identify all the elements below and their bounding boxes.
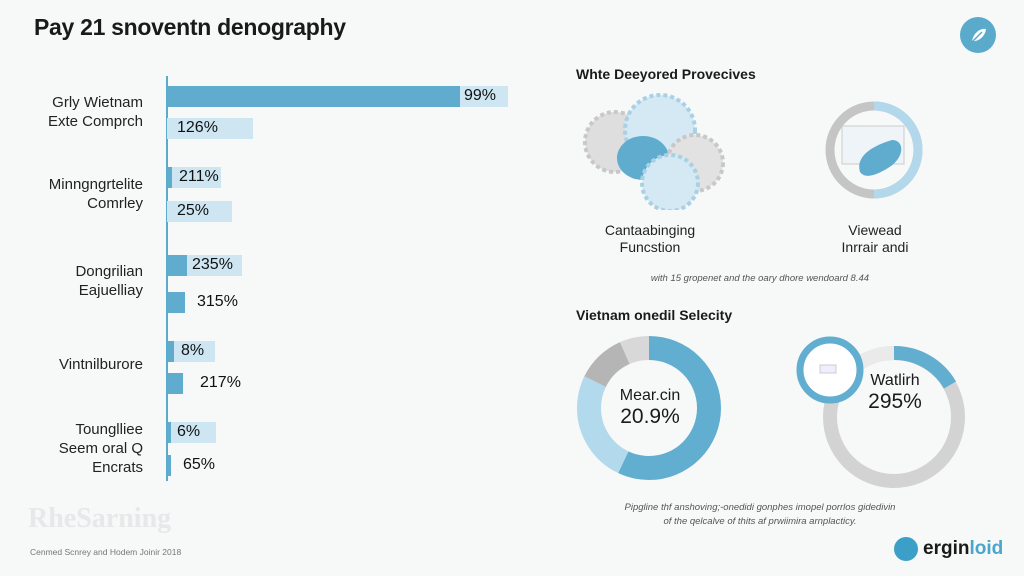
donut1-value: 20.9% — [620, 405, 680, 428]
panel2-title: Vietnam onedil Selecity — [576, 307, 733, 323]
panel1-title: Whte Deeyored Provecives — [576, 66, 756, 82]
bar-value-label: 126% — [177, 119, 218, 136]
bar-fill — [167, 167, 172, 188]
panel1-note: with 15 gropenet and the oary dhore wend… — [650, 273, 870, 284]
bar-value-label: 315% — [197, 293, 238, 310]
logo-part1: ergin — [923, 538, 970, 559]
bar-value-label: 211% — [179, 168, 219, 185]
bar-fill — [167, 455, 171, 476]
donut1-label: Mear.cin — [619, 387, 681, 404]
brand-logo[interactable]: erginloid — [894, 537, 1003, 561]
panel2-note-2: of the qelcalve of thits af prwiimira ar… — [663, 516, 857, 527]
bar-fill — [167, 292, 185, 313]
bar-value-label: 235% — [192, 256, 233, 273]
chart-axis — [166, 76, 168, 481]
bar-fill — [167, 422, 171, 443]
left-caption: Cantaabinging Funcstion — [604, 222, 696, 255]
bar-background — [167, 118, 253, 139]
watermark: RheSarning — [28, 503, 172, 534]
bar-fill — [167, 255, 187, 276]
bar-value-label: 8% — [181, 342, 205, 359]
bar-background — [167, 341, 215, 362]
bar-fill — [167, 373, 183, 394]
group-label: Vintnilburore — [59, 356, 143, 373]
bar-value-label: 65% — [183, 456, 216, 473]
bar-background — [167, 422, 216, 443]
group-label: Dongrilian Eajuelliay — [75, 263, 143, 299]
donut-chart-2 — [796, 336, 965, 488]
chart-title: Pay 21 snoventn denography — [34, 14, 346, 40]
right-caption: Viewead Inrrair andi — [841, 222, 909, 255]
bar-fill — [167, 341, 174, 362]
bar-fill — [167, 86, 460, 107]
panel2-note-1: Pipgline thf anshoving;-onedidi gonphes … — [624, 502, 896, 513]
bar-value-label: 99% — [464, 87, 497, 104]
bar-value-label: 6% — [177, 423, 201, 440]
group-label: Tounglliee Seem oral Q Encrats — [58, 421, 143, 476]
source-note: Cenmed Scnrey and Hodem Joinir 2018 — [30, 547, 182, 557]
bar-background — [167, 167, 221, 188]
bar-background — [167, 201, 232, 222]
donut1-segment-lightgray — [577, 336, 721, 480]
donut2-label: Watlirh — [870, 372, 920, 389]
donut2-value: 295% — [868, 390, 922, 413]
logo-part2: loid — [969, 538, 1004, 559]
bar-value-label: 217% — [200, 374, 241, 391]
group-label: Minngngrtelite Comrley — [48, 176, 143, 212]
donut1-segment-light — [577, 336, 721, 480]
person-icon — [894, 537, 918, 561]
bar-value-label: 25% — [177, 202, 210, 219]
donut-chart-1 — [577, 336, 721, 480]
leaf-icon[interactable] — [960, 17, 996, 53]
group-label: Grly Wietnam Exte Comprch — [47, 94, 143, 130]
dashboard-ring-icon — [825, 101, 923, 199]
gears-icon — [583, 93, 725, 210]
